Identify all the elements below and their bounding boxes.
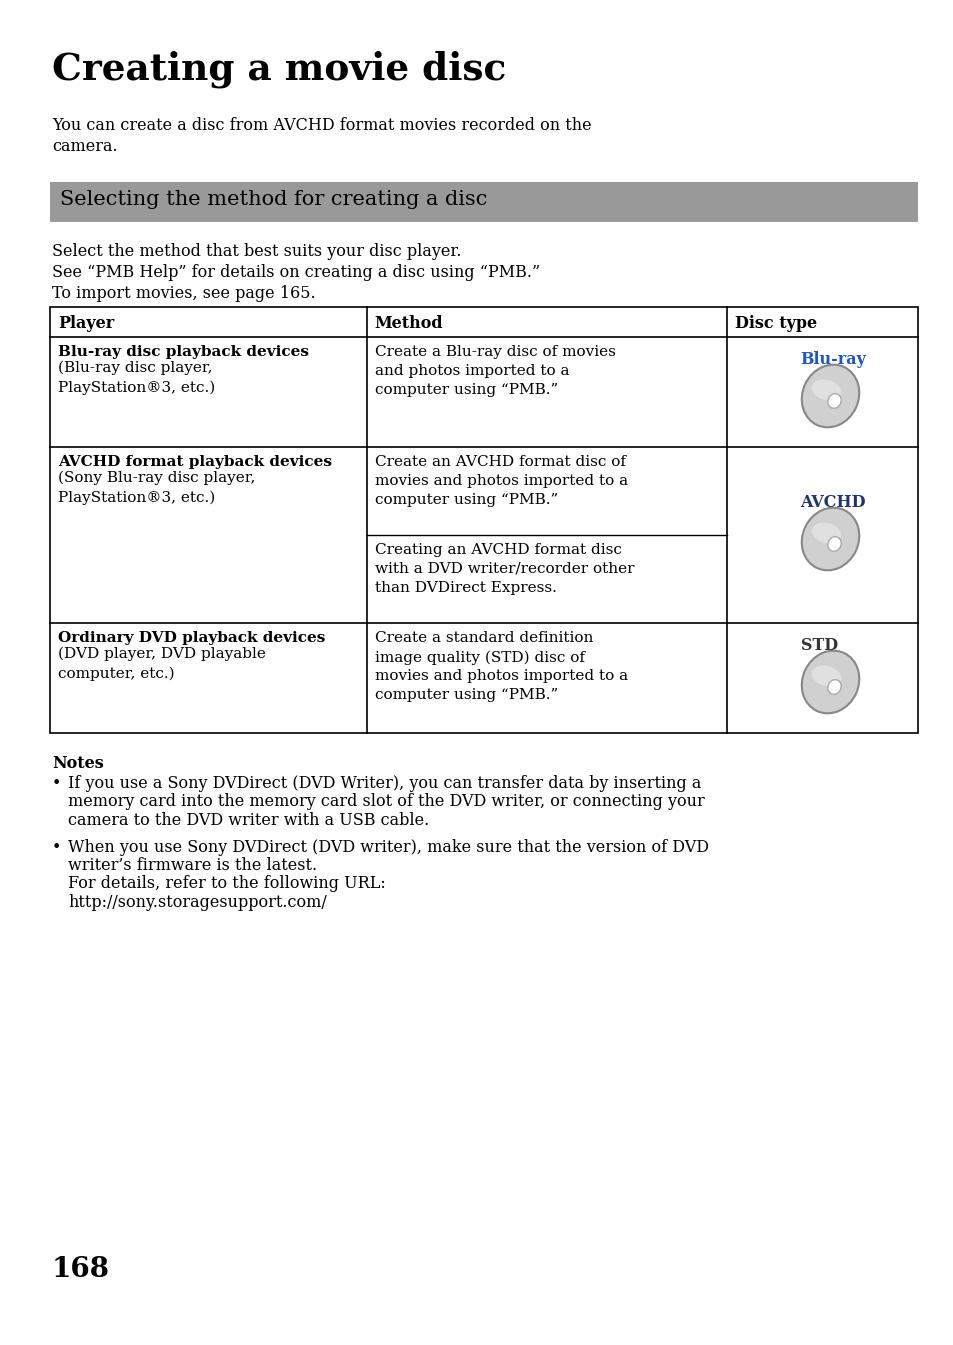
Text: AVCHD: AVCHD — [800, 494, 865, 511]
Text: If you use a Sony DVDirect (DVD Writer), you can transfer data by inserting a: If you use a Sony DVDirect (DVD Writer),… — [68, 775, 700, 792]
Ellipse shape — [827, 679, 841, 694]
Ellipse shape — [811, 666, 841, 686]
Ellipse shape — [827, 394, 841, 409]
Ellipse shape — [811, 523, 841, 543]
Text: (DVD player, DVD playable
computer, etc.): (DVD player, DVD playable computer, etc.… — [58, 647, 266, 681]
Text: Method: Method — [375, 315, 443, 332]
Ellipse shape — [801, 651, 859, 713]
Text: camera to the DVD writer with a USB cable.: camera to the DVD writer with a USB cabl… — [68, 812, 429, 829]
Text: writer’s firmware is the latest.: writer’s firmware is the latest. — [68, 857, 316, 874]
Bar — [50, 307, 917, 733]
Text: Select the method that best suits your disc player.: Select the method that best suits your d… — [52, 243, 461, 260]
Text: Creating a movie disc: Creating a movie disc — [52, 50, 506, 87]
Text: Create a standard definition
image quality (STD) disc of
movies and photos impor: Create a standard definition image quali… — [375, 631, 627, 702]
Text: Creating an AVCHD format disc
with a DVD writer/recorder other
than DVDirect Exp: Creating an AVCHD format disc with a DVD… — [375, 543, 634, 594]
Text: (Blu-ray disc player,
PlayStation®3, etc.): (Blu-ray disc player, PlayStation®3, etc… — [58, 360, 215, 395]
Text: Notes: Notes — [52, 755, 104, 772]
Text: For details, refer to the following URL:: For details, refer to the following URL: — [68, 876, 385, 893]
Text: STD: STD — [800, 638, 837, 654]
Text: Blu-ray: Blu-ray — [800, 351, 865, 369]
Text: Selecting the method for creating a disc: Selecting the method for creating a disc — [60, 190, 487, 208]
Text: Create a Blu-ray disc of movies
and photos imported to a
computer using “PMB.”: Create a Blu-ray disc of movies and phot… — [375, 346, 615, 397]
Text: (Sony Blu-ray disc player,
PlayStation®3, etc.): (Sony Blu-ray disc player, PlayStation®3… — [58, 471, 255, 504]
Text: When you use Sony DVDirect (DVD writer), make sure that the version of DVD: When you use Sony DVDirect (DVD writer),… — [68, 838, 708, 855]
Text: Ordinary DVD playback devices: Ordinary DVD playback devices — [58, 631, 325, 646]
Text: AVCHD format playback devices: AVCHD format playback devices — [58, 455, 332, 469]
Text: 168: 168 — [52, 1256, 110, 1283]
Text: Disc type: Disc type — [734, 315, 817, 332]
Text: Player: Player — [58, 315, 114, 332]
Text: See “PMB Help” for details on creating a disc using “PMB.”: See “PMB Help” for details on creating a… — [52, 264, 539, 281]
Text: •: • — [52, 775, 61, 792]
Ellipse shape — [827, 537, 841, 551]
Bar — [50, 182, 917, 222]
Text: http://sony.storagesupport.com/: http://sony.storagesupport.com/ — [68, 894, 327, 911]
Text: To import movies, see page 165.: To import movies, see page 165. — [52, 285, 315, 303]
Ellipse shape — [811, 379, 841, 401]
Text: Blu-ray disc playback devices: Blu-ray disc playback devices — [58, 346, 309, 359]
Text: camera.: camera. — [52, 139, 117, 155]
Ellipse shape — [801, 507, 859, 570]
Ellipse shape — [801, 364, 859, 428]
Text: You can create a disc from AVCHD format movies recorded on the: You can create a disc from AVCHD format … — [52, 117, 591, 134]
Text: memory card into the memory card slot of the DVD writer, or connecting your: memory card into the memory card slot of… — [68, 794, 704, 811]
Text: Create an AVCHD format disc of
movies and photos imported to a
computer using “P: Create an AVCHD format disc of movies an… — [375, 455, 627, 507]
Text: •: • — [52, 838, 61, 855]
